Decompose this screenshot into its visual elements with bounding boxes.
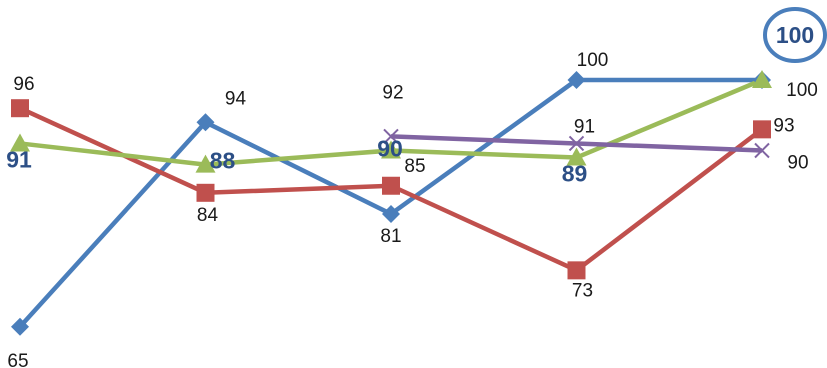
- series-3-data-label-3: 90: [377, 136, 403, 162]
- series-2-point-1: [11, 99, 29, 118]
- series-1-point-3: [382, 204, 400, 223]
- series-1-point-4: [567, 71, 586, 89]
- series-4-point-4: [568, 135, 585, 152]
- series-4-data-label-5: 90: [787, 153, 808, 174]
- series-2-point-5: [753, 120, 771, 139]
- series-3-point-2: [195, 154, 216, 173]
- series-3-data-label-2: 88: [210, 148, 236, 174]
- series-2-data-label-5: 93: [773, 115, 794, 136]
- highlight-circle: [763, 7, 827, 63]
- series-2-data-label-2: 84: [197, 205, 219, 226]
- series-2-point-3: [382, 176, 400, 195]
- series-3-point-3: [381, 140, 401, 159]
- series-4-data-label-4: 91: [574, 116, 595, 137]
- series-4-point-5: [754, 142, 770, 159]
- highlight-label: 100: [776, 22, 814, 48]
- series-1-point-1: [11, 317, 29, 336]
- series-1-data-label-1: 65: [7, 351, 28, 368]
- series-3-point-4: [566, 147, 587, 166]
- series-1-data-label-3: 81: [380, 226, 401, 247]
- series-2-data-label-1: 96: [13, 74, 34, 95]
- series-2-point-2: [196, 183, 215, 202]
- series-3-point-5: [752, 70, 772, 88]
- series-4-data-label-3: 92: [382, 82, 403, 103]
- series-3-point-1: [10, 133, 30, 152]
- series-1-data-label-2: 94: [225, 88, 247, 109]
- series-2-data-label-3: 85: [404, 156, 425, 177]
- series-3-data-label-1: 91: [6, 146, 32, 172]
- series-1-point-2: [196, 113, 215, 132]
- series-2-data-label-4: 73: [572, 280, 593, 301]
- series-1-data-label-4: 100: [577, 50, 609, 71]
- series-2-point-4: [567, 261, 586, 280]
- series-4-point-3: [383, 128, 399, 145]
- series-1-line: [18, 77, 762, 329]
- series-3-data-label-4: 89: [562, 161, 588, 187]
- series-1-data-label-5: 100: [786, 80, 818, 101]
